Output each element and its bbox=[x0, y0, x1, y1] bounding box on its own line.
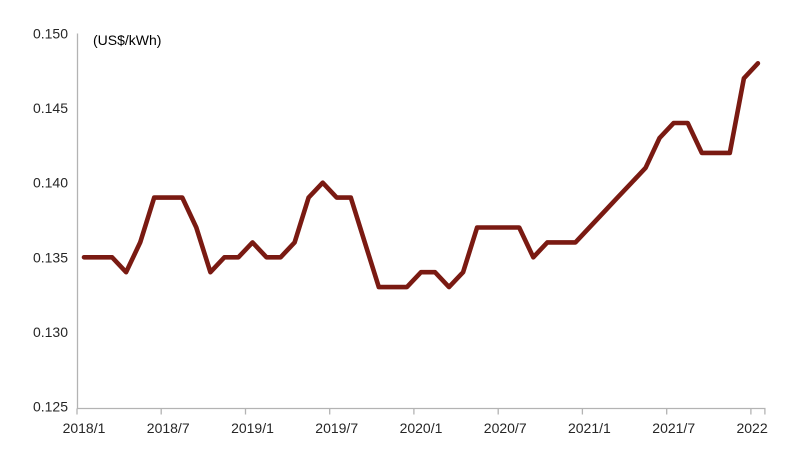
y-axis-tick-label: 0.125 bbox=[33, 399, 68, 415]
x-axis-tick-label: 2019/1 bbox=[231, 420, 274, 436]
y-axis-tick-label: 0.145 bbox=[33, 100, 68, 116]
x-axis-tick-label: 2020/7 bbox=[484, 420, 527, 436]
x-axis-ticks bbox=[76, 408, 766, 415]
x-axis-tick-label: 2018/1 bbox=[63, 420, 106, 436]
x-axis-labels: 2018/1 2018/7 2019/1 2019/7 2020/1 2020/7 2021… bbox=[63, 420, 779, 436]
x-axis-tick-label: 2021/1 bbox=[568, 420, 611, 436]
price-line-series bbox=[81, 61, 761, 290]
x-axis-tick-label: 2019/7 bbox=[315, 420, 358, 436]
y-axis-labels: 0.150 0.145 0.140 0.135 0.130 0.125 bbox=[33, 26, 68, 415]
x-axis-tick-label: 2018/7 bbox=[147, 420, 190, 436]
y-axis-tick-label: 0.135 bbox=[33, 249, 68, 265]
y-axis-tick-label: 0.150 bbox=[33, 26, 68, 42]
y-axis-tick-label: 0.140 bbox=[33, 175, 68, 191]
y-axis-tick-label: 0.130 bbox=[33, 324, 68, 340]
x-axis-tick-label: 2021/7 bbox=[652, 420, 695, 436]
x-axis-tick-label: 2022/1 bbox=[736, 420, 779, 436]
unit-label: (US$/kWh) bbox=[93, 32, 161, 48]
x-axis-tick-label: 2020/1 bbox=[400, 420, 443, 436]
